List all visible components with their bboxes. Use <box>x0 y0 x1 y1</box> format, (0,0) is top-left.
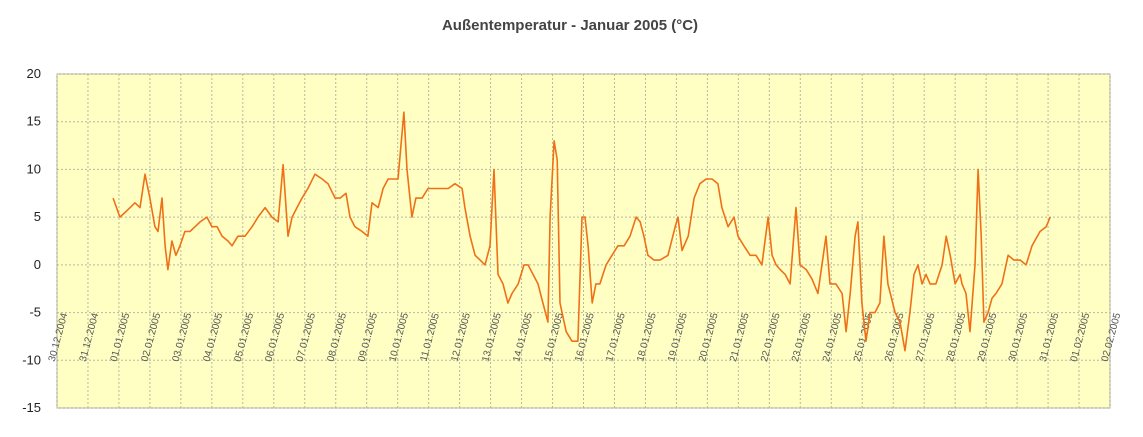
y-tick-label: -10 <box>22 352 41 367</box>
y-tick-label: -5 <box>29 305 41 320</box>
temperature-line <box>112 111 1051 352</box>
y-tick-label: 20 <box>27 66 41 81</box>
plot-area <box>56 73 1111 409</box>
y-tick-label: 5 <box>34 209 41 224</box>
y-tick-label: 0 <box>34 257 41 272</box>
y-tick-label: -15 <box>22 400 41 415</box>
y-tick-label: 15 <box>27 114 41 129</box>
y-tick-label: 10 <box>27 161 41 176</box>
chart-title: Außentemperatur - Januar 2005 (°C) <box>442 17 698 34</box>
